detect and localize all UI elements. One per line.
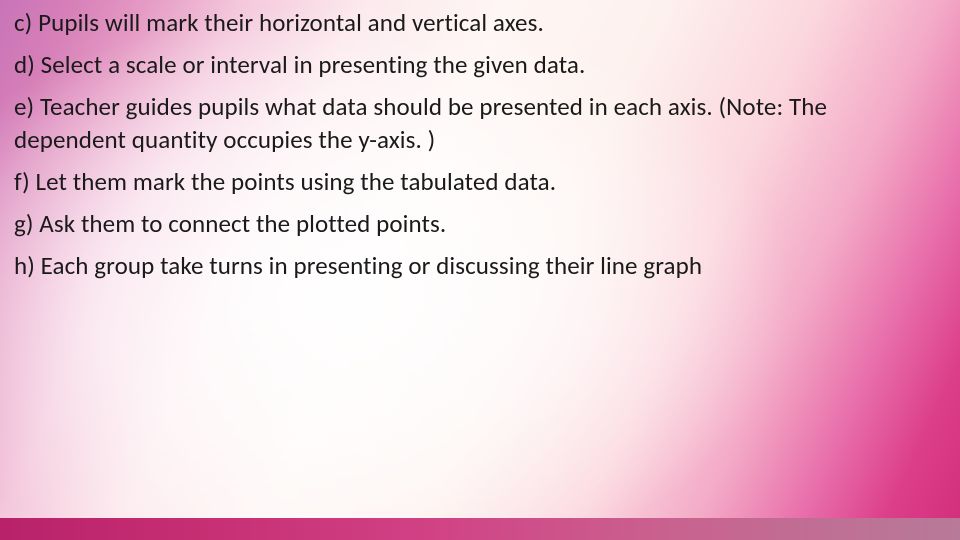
- text-content: c) Pupils will mark their horizontal and…: [14, 6, 940, 290]
- list-item: c) Pupils will mark their horizontal and…: [14, 6, 940, 40]
- list-item: d) Select a scale or interval in present…: [14, 48, 940, 82]
- list-item: e) Teacher guides pupils what data shoul…: [14, 90, 940, 158]
- slide: c) Pupils will mark their horizontal and…: [0, 0, 960, 540]
- list-item: f) Let them mark the points using the ta…: [14, 165, 940, 199]
- list-item: h) Each group take turns in presenting o…: [14, 249, 940, 283]
- footer-accent-bar: [0, 518, 960, 540]
- list-item: g) Ask them to connect the plotted point…: [14, 207, 940, 241]
